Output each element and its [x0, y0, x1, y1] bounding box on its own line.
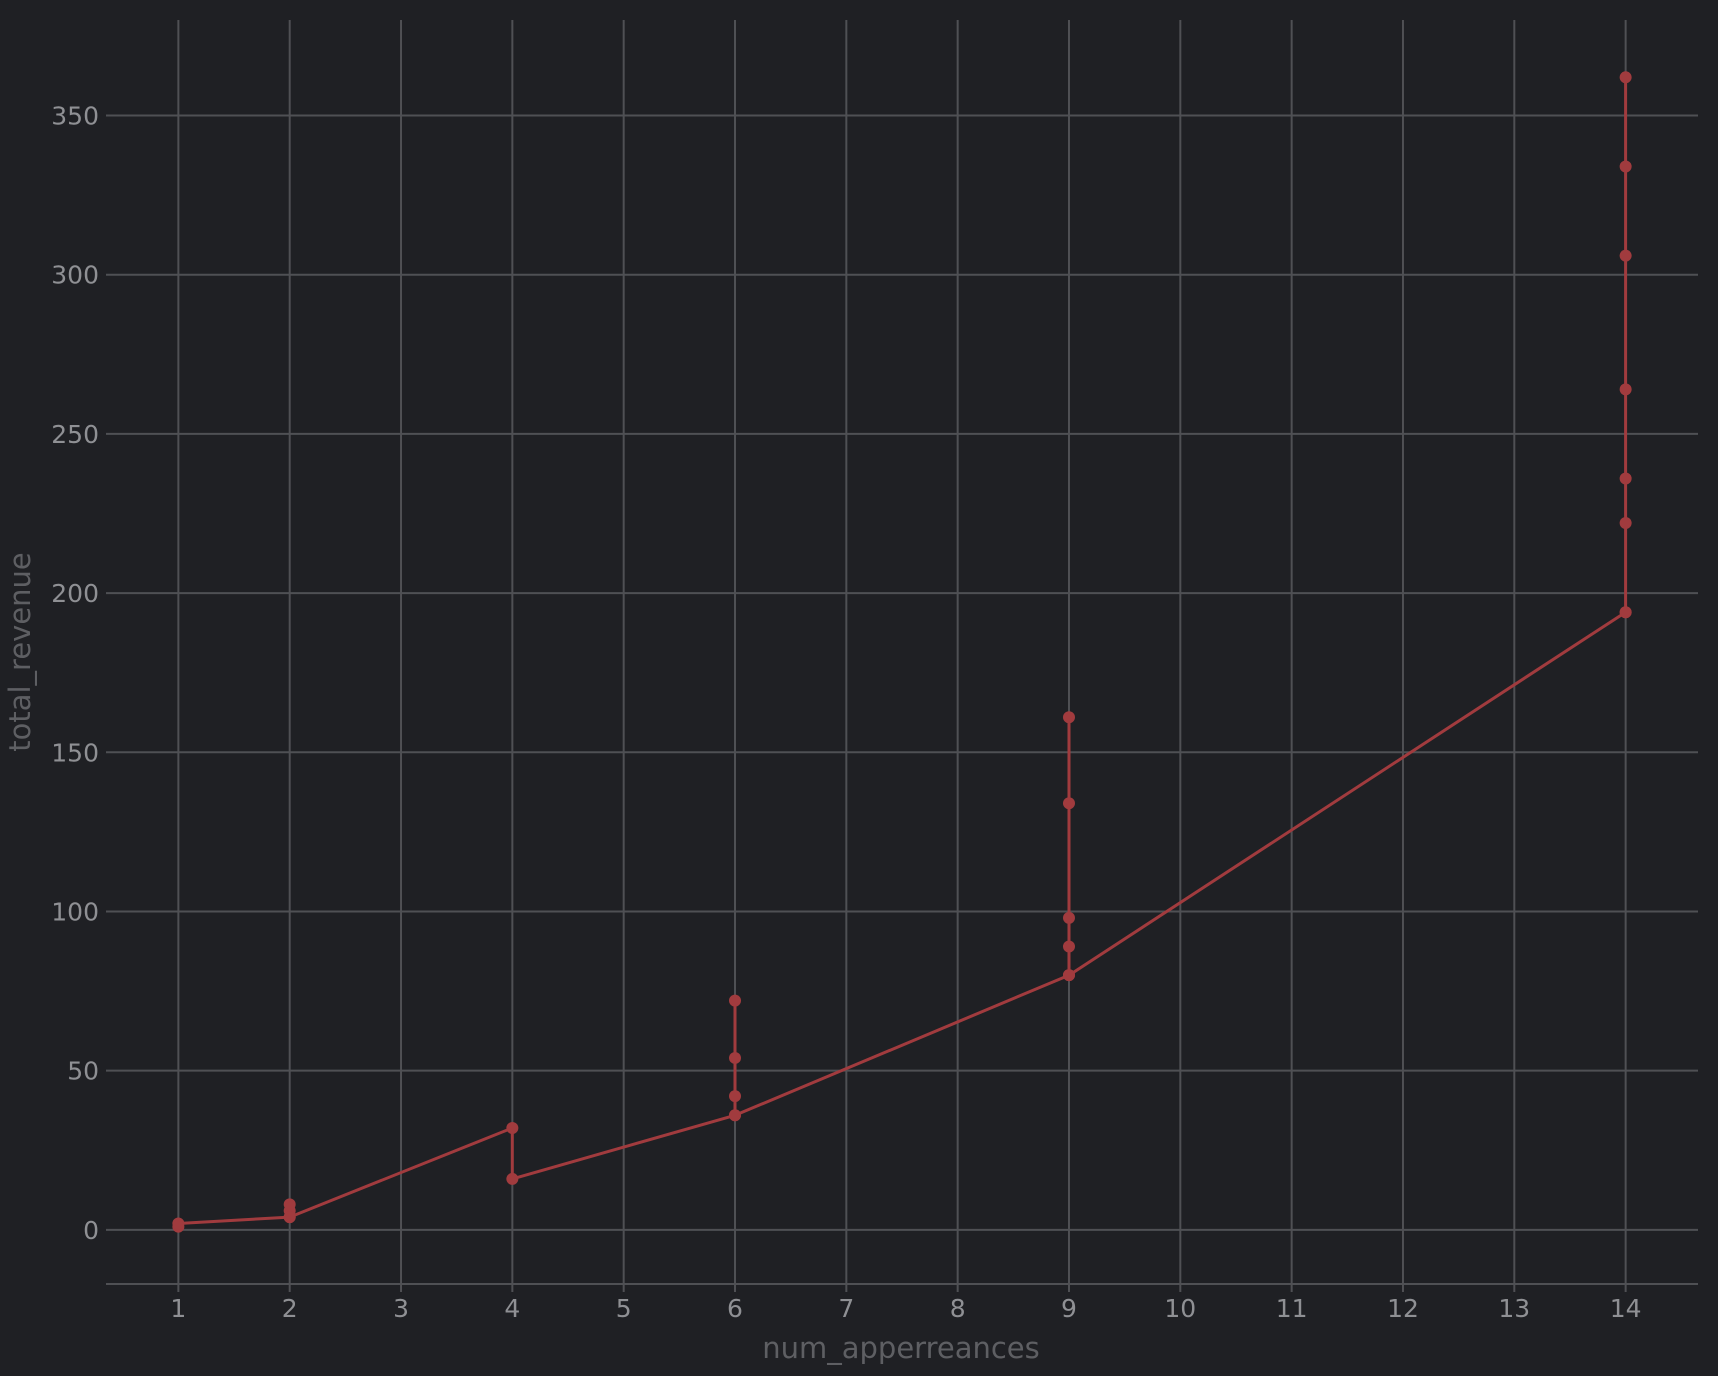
series-line [176, 75, 1628, 1229]
y-tick-label: 200 [51, 579, 99, 608]
data-point-17 [1062, 711, 1075, 724]
grid [106, 20, 1698, 1284]
data-point-21 [1619, 472, 1632, 485]
data-point-12 [729, 1109, 742, 1122]
data-point-23 [1619, 249, 1632, 262]
x-tick-label: 5 [616, 1294, 632, 1323]
y-tick-label: 150 [51, 738, 99, 767]
y-tick-label: 0 [83, 1216, 99, 1245]
x-tick-label: 1 [170, 1294, 186, 1323]
data-point-25 [1619, 71, 1632, 84]
y-tick-label: 50 [67, 1057, 99, 1086]
data-point-9 [729, 1090, 742, 1103]
data-point-1 [172, 1217, 185, 1230]
data-point-10 [729, 1051, 742, 1064]
data-point-5 [283, 1211, 296, 1224]
x-tick-label: 12 [1387, 1294, 1419, 1323]
x-tick-label: 13 [1498, 1294, 1530, 1323]
series-total-revenue [172, 71, 1632, 1233]
data-point-16 [1062, 797, 1075, 810]
x-tick-label: 14 [1610, 1294, 1642, 1323]
x-axis-title: num_apperreances [762, 1331, 1040, 1365]
data-point-20 [1619, 517, 1632, 530]
x-tick-label: 4 [504, 1294, 520, 1323]
y-tick-label: 300 [51, 261, 99, 290]
data-point-4 [283, 1198, 296, 1211]
y-tick-label: 350 [51, 102, 99, 131]
data-point-18 [1062, 969, 1075, 982]
y-axis-title: total_revenue [3, 552, 37, 752]
data-point-7 [506, 1172, 519, 1185]
x-tick-label: 10 [1164, 1294, 1196, 1323]
y-tick-label: 250 [51, 420, 99, 449]
data-point-22 [1619, 383, 1632, 396]
data-point-24 [1619, 160, 1632, 173]
data-point-15 [1062, 911, 1075, 924]
x-tick-label: 11 [1276, 1294, 1308, 1323]
x-tick-label: 9 [1061, 1294, 1077, 1323]
data-point-6 [506, 1121, 519, 1134]
x-tick-label: 3 [393, 1294, 409, 1323]
data-point-14 [1062, 940, 1075, 953]
data-point-11 [729, 994, 742, 1007]
x-tick-label: 8 [950, 1294, 966, 1323]
x-tick-label: 6 [727, 1294, 743, 1323]
y-tick-label: 100 [51, 897, 99, 926]
data-point-26 [1619, 606, 1632, 619]
x-tick-label: 7 [838, 1294, 854, 1323]
x-tick-label: 2 [282, 1294, 298, 1323]
